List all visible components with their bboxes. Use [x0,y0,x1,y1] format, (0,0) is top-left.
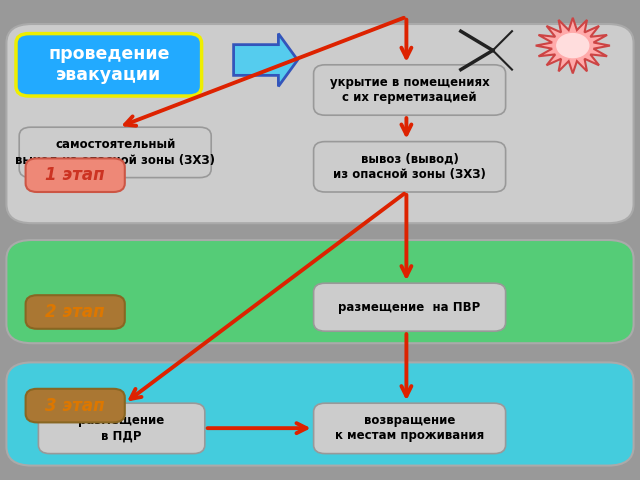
Text: размещение  на ПВР: размещение на ПВР [339,300,481,314]
FancyBboxPatch shape [314,65,506,115]
Text: укрытие в помещениях
с их герметизацией: укрытие в помещениях с их герметизацией [330,76,490,104]
FancyBboxPatch shape [38,403,205,454]
FancyBboxPatch shape [16,34,202,96]
FancyBboxPatch shape [26,389,125,422]
Text: проведение
эвакуации: проведение эвакуации [48,46,170,84]
FancyBboxPatch shape [6,24,634,223]
FancyBboxPatch shape [6,240,634,343]
FancyBboxPatch shape [26,295,125,329]
Text: 3 этап: 3 этап [45,396,105,415]
FancyBboxPatch shape [314,283,506,331]
Text: возвращение
к местам проживания: возвращение к местам проживания [335,414,484,443]
Text: самостоятельный
выход из опасной зоны (ЗХЗ): самостоятельный выход из опасной зоны (З… [15,138,215,167]
Text: 2 этап: 2 этап [45,303,105,321]
FancyBboxPatch shape [314,142,506,192]
Text: вывоз (вывод)
из опасной зоны (ЗХЗ): вывоз (вывод) из опасной зоны (ЗХЗ) [333,153,486,181]
Text: 1 этап: 1 этап [45,166,105,184]
FancyBboxPatch shape [314,403,506,454]
Polygon shape [536,18,610,73]
Text: размещение
в ПДР: размещение в ПДР [79,414,164,443]
Circle shape [557,34,589,58]
FancyBboxPatch shape [6,362,634,466]
FancyBboxPatch shape [26,158,125,192]
Polygon shape [234,34,298,86]
FancyBboxPatch shape [19,127,211,178]
